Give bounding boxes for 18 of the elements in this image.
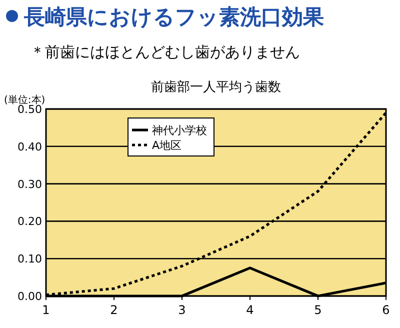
x-tick-label: 2 [110,303,118,317]
y-axis-title: (単位:本) [4,94,46,106]
y-tick-label: 0.00 [18,290,42,303]
y-tick-label: 0.30 [18,178,42,191]
x-tick-label: 3 [178,303,186,317]
x-tick-label: 6 [382,303,390,317]
y-tick-label: 0.50 [18,103,42,116]
y-tick-label: 0.10 [18,252,42,266]
y-tick-label: 0.20 [18,215,42,228]
chart-subtitle: 前歯部一人平均う歯数 [151,80,281,95]
x-tick-label: 4 [246,303,254,317]
legend-label: A地区 [152,139,182,152]
x-tick-label: 1 [42,303,50,317]
text: ＊前歯にはほとんどむし歯がありません [30,43,300,61]
y-tick-label: 0.40 [18,140,42,154]
chart-title: 長崎県におけるフッ素洗口効果 [23,5,324,29]
legend-label: 神代小学校 [152,124,207,137]
x-tick-label: 5 [314,303,322,317]
